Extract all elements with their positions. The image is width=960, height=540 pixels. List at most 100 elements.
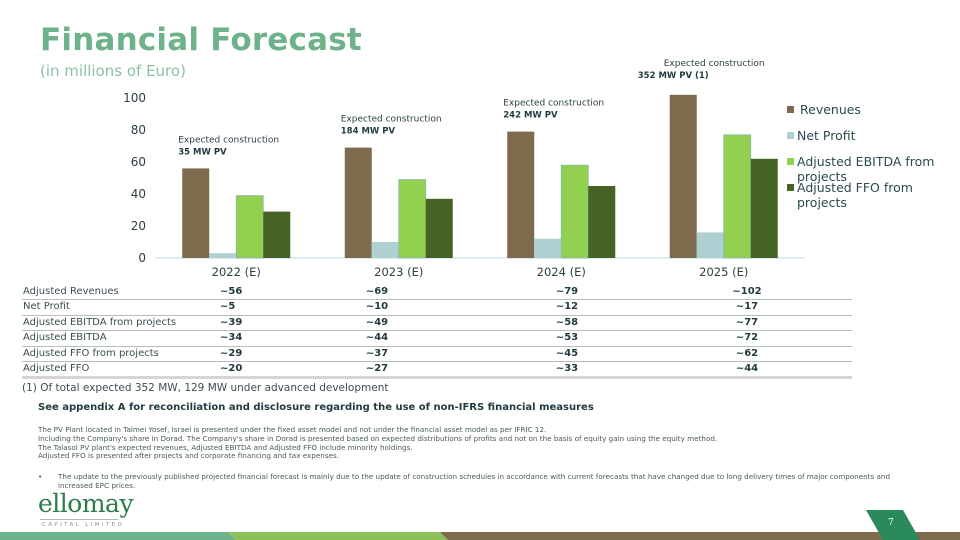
bars	[182, 94, 778, 259]
legend-label: projects	[797, 169, 847, 184]
note-line: Adjusted FFO is presented after projects…	[38, 451, 340, 461]
x-tick-label: 2022 (E)	[212, 265, 261, 279]
legend-swatch	[787, 132, 794, 139]
y-tick-label: 80	[131, 123, 146, 137]
footer-bar-brown	[440, 532, 960, 540]
footnote: (1) Of total expected 352 MW, 129 MW und…	[22, 382, 389, 394]
bar-net-profit	[209, 253, 237, 258]
logo-divider	[40, 519, 118, 520]
legend-label: projects	[797, 195, 847, 210]
y-tick-label: 60	[131, 155, 146, 169]
logo-tagline: CAPITAL LIMITED	[42, 522, 125, 528]
table-row: Adjusted Revenues ~56 ~69 ~79 ~102	[22, 284, 852, 300]
bar-net-profit	[696, 232, 724, 258]
bar-adjusted-ebitda-from-projects	[398, 179, 427, 259]
bar-adjusted-ffo-from-projects	[750, 158, 778, 258]
legend-label: Revenues	[800, 102, 861, 117]
bar-adjusted-ebitda-from-projects	[723, 134, 752, 259]
row-value: ~102	[642, 284, 852, 300]
y-axis-ticks: 0 20 40 60 80 100	[123, 91, 146, 265]
row-value: ~44	[262, 330, 492, 347]
company-logo: ellomay CAPITAL LIMITED	[38, 489, 134, 528]
footer-bar-teal	[0, 532, 236, 540]
annotation-label: Expected construction	[178, 135, 279, 145]
annotation-value: 35 MW PV	[178, 147, 227, 157]
table-row: Net Profit ~5 ~10 ~12 ~17	[22, 299, 852, 316]
x-tick-label: 2024 (E)	[537, 265, 586, 279]
bar-revenues	[344, 147, 372, 258]
bar-net-profit	[534, 238, 562, 258]
row-value: ~12	[492, 299, 642, 316]
forecast-table: Adjusted Revenues ~56 ~69 ~79 ~102 Net Profit…	[22, 284, 852, 379]
footer-bar-green	[228, 532, 448, 540]
annotation-value: 184 MW PV	[341, 127, 396, 137]
legend-swatch	[787, 158, 794, 165]
annotation-value: 352 MW PV (1)	[638, 71, 709, 81]
row-label: Adjusted EBITDA from projects	[22, 315, 212, 331]
legend-label: Net Profit	[797, 128, 856, 143]
legend-swatch	[787, 184, 794, 191]
legend-label: Adjusted EBITDA from	[797, 154, 935, 169]
page-number: 7	[888, 518, 894, 528]
annotation-label: Expected construction	[341, 115, 442, 125]
bar-revenues	[182, 168, 210, 258]
row-label: Adjusted EBITDA	[22, 330, 212, 347]
bar-adjusted-ffo-from-projects	[263, 211, 291, 258]
row-value: ~37	[262, 346, 492, 362]
legend-label: Adjusted FFO from	[797, 180, 913, 195]
note-line: The PV Plant located in Talmei Yosef, Is…	[38, 425, 547, 434]
note-line: The Talasol PV plant's expected revenues…	[38, 442, 413, 452]
row-value: ~62	[642, 346, 852, 362]
row-label: Adjusted FFO from projects	[22, 346, 212, 362]
row-value: ~44	[642, 361, 852, 379]
bar-adjusted-ffo-from-projects	[588, 186, 616, 258]
row-label: Adjusted Revenues	[22, 284, 212, 300]
bar-revenues	[669, 94, 697, 258]
table-row: Adjusted FFO from projects ~29 ~37 ~45 ~62	[22, 346, 852, 362]
y-tick-label: 100	[123, 91, 146, 105]
row-value: ~17	[642, 299, 852, 316]
row-value: ~29	[212, 346, 262, 362]
row-value: ~10	[262, 299, 492, 316]
row-value: ~53	[492, 330, 642, 347]
page-title: Financial Forecast	[40, 22, 362, 58]
note-line: Including the Company's share in Dorad. …	[38, 433, 718, 443]
annotation-value: 242 MW PV	[503, 111, 558, 121]
row-value: ~34	[212, 330, 262, 347]
legend-swatch	[787, 106, 794, 113]
row-value: ~45	[492, 346, 642, 362]
table-row: Adjusted EBITDA from projects ~39 ~49 ~58 ~7…	[22, 315, 852, 331]
y-tick-label: 40	[131, 187, 146, 201]
row-value: ~20	[212, 361, 262, 379]
annotation-label: Expected construction	[503, 99, 604, 109]
appendix-note: See appendix A for reconciliation and di…	[38, 402, 594, 413]
bullet-text: The update to the previously published p…	[58, 472, 891, 490]
annotation-label: Expected construction	[664, 59, 765, 69]
x-axis-labels: 2022 (E) 2023 (E) 2024 (E) 2025 (E)	[212, 265, 749, 279]
row-value: ~69	[262, 284, 492, 300]
table-row: Adjusted EBITDA ~34 ~44 ~53 ~72	[22, 330, 852, 347]
row-value: ~33	[492, 361, 642, 379]
bullet-marker: •	[38, 472, 43, 481]
row-value: ~49	[262, 315, 492, 331]
row-value: ~77	[642, 315, 852, 331]
notes: The PV Plant located in Talmei Yosef, Is…	[38, 425, 718, 461]
bar-adjusted-ebitda-from-projects	[235, 195, 264, 259]
logo-wordmark: ellomay	[38, 489, 134, 518]
row-value: ~56	[212, 284, 262, 300]
row-label: Net Profit	[22, 299, 212, 316]
table-row: Adjusted FFO ~20 ~27 ~33 ~44	[22, 361, 852, 379]
row-value: ~27	[262, 361, 492, 379]
y-tick-label: 20	[131, 219, 146, 233]
row-value: ~39	[212, 315, 262, 331]
x-tick-label: 2025 (E)	[699, 265, 748, 279]
row-value: ~72	[642, 330, 852, 347]
bar-adjusted-ffo-from-projects	[425, 198, 453, 258]
row-value: ~79	[492, 284, 642, 300]
annotations: Expected construction 35 MW PV Expected co…	[178, 59, 764, 157]
x-tick-label: 2023 (E)	[374, 265, 423, 279]
row-value: ~5	[212, 299, 262, 316]
row-value: ~58	[492, 315, 642, 331]
bar-revenues	[507, 131, 535, 258]
